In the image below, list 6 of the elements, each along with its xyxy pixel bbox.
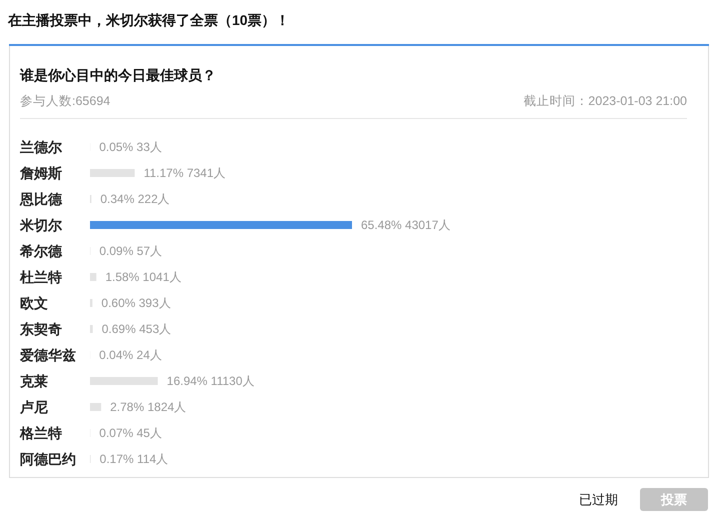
annotation: 参与人数:65694 <box>20 94 110 108</box>
annotation: 投票 <box>661 492 687 507</box>
title: 在主播投票中，米切尔获得了全票（10票）！ <box>8 12 290 28</box>
annotation: 截止时间：2023-01-03 21:00 <box>523 94 687 108</box>
subtitle: 谁是你心目中的今日最佳球员？ <box>20 67 216 83</box>
annotation: 已过期 <box>579 492 618 507</box>
